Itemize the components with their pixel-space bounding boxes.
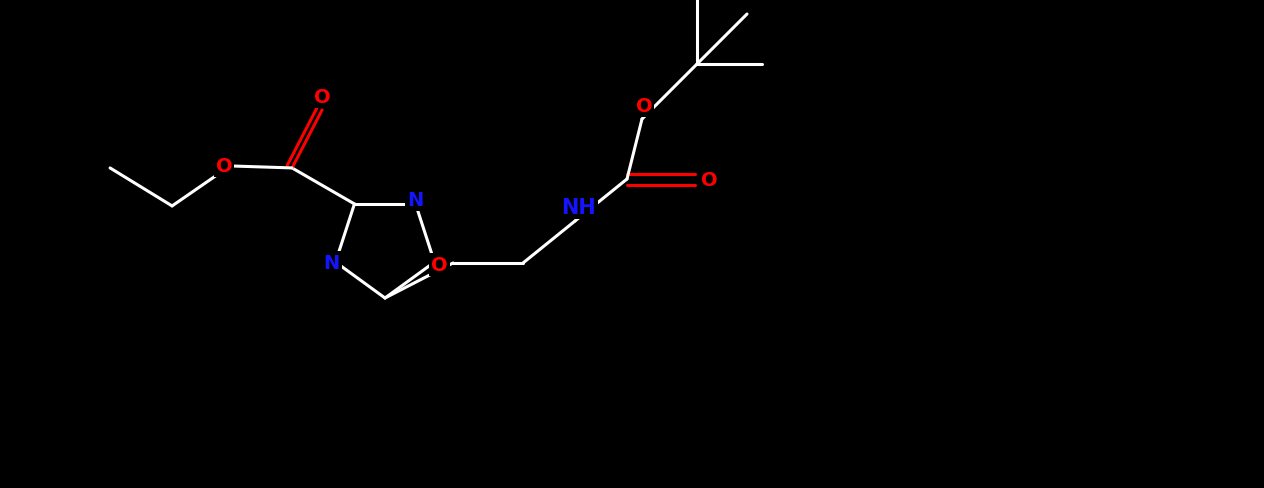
Text: N: N [407, 191, 423, 210]
Text: NH: NH [561, 198, 597, 218]
Text: O: O [636, 97, 652, 116]
Text: O: O [700, 170, 717, 189]
Text: N: N [324, 253, 340, 272]
Text: O: O [313, 88, 330, 107]
Text: O: O [431, 255, 447, 274]
Text: O: O [216, 157, 233, 176]
